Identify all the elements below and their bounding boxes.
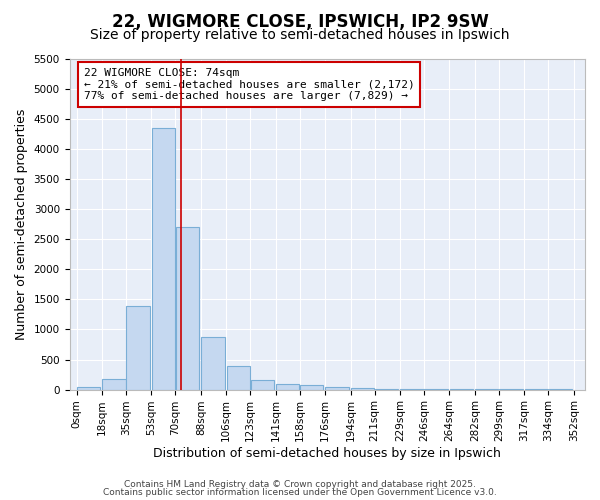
Text: 22 WIGMORE CLOSE: 74sqm
← 21% of semi-detached houses are smaller (2,172)
77% of: 22 WIGMORE CLOSE: 74sqm ← 21% of semi-de… bbox=[83, 68, 415, 101]
Text: Contains public sector information licensed under the Open Government Licence v3: Contains public sector information licen… bbox=[103, 488, 497, 497]
Bar bbox=[300, 386, 323, 390]
Text: Size of property relative to semi-detached houses in Ipswich: Size of property relative to semi-detach… bbox=[90, 28, 510, 42]
Bar bbox=[152, 128, 175, 390]
Bar bbox=[127, 306, 149, 390]
Bar bbox=[276, 384, 299, 390]
X-axis label: Distribution of semi-detached houses by size in Ipswich: Distribution of semi-detached houses by … bbox=[154, 447, 501, 460]
Bar bbox=[227, 366, 250, 390]
Text: Contains HM Land Registry data © Crown copyright and database right 2025.: Contains HM Land Registry data © Crown c… bbox=[124, 480, 476, 489]
Bar bbox=[351, 388, 374, 390]
Bar bbox=[201, 337, 224, 390]
Bar bbox=[176, 228, 199, 390]
Bar bbox=[375, 389, 398, 390]
Bar bbox=[103, 380, 125, 390]
Bar bbox=[325, 386, 349, 390]
Bar bbox=[251, 380, 274, 390]
Y-axis label: Number of semi-detached properties: Number of semi-detached properties bbox=[15, 108, 28, 340]
Bar bbox=[77, 387, 100, 390]
Text: 22, WIGMORE CLOSE, IPSWICH, IP2 9SW: 22, WIGMORE CLOSE, IPSWICH, IP2 9SW bbox=[112, 12, 488, 30]
